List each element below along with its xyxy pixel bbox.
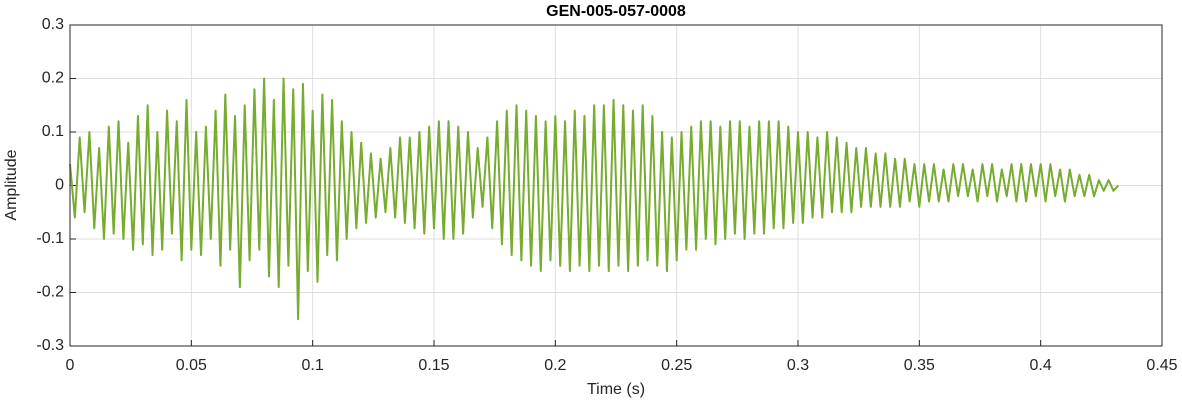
y-tick-label: -0.2 bbox=[36, 284, 64, 301]
x-tick-label: 0.2 bbox=[544, 357, 566, 374]
x-tick-label: 0.35 bbox=[904, 357, 935, 374]
y-tick-label: 0 bbox=[55, 177, 64, 194]
y-axis-label: Amplitude bbox=[3, 149, 20, 220]
y-tick-label: 0.3 bbox=[42, 16, 64, 33]
y-tick-label: 0.2 bbox=[42, 70, 64, 87]
x-tick-label: 0 bbox=[66, 357, 75, 374]
y-tick-label: -0.3 bbox=[36, 337, 64, 354]
x-tick-label: 0.45 bbox=[1146, 357, 1177, 374]
x-tick-label: 0.05 bbox=[176, 357, 207, 374]
y-tick-label: -0.1 bbox=[36, 230, 64, 247]
x-tick-label: 0.3 bbox=[787, 357, 809, 374]
y-tick-label: 0.1 bbox=[42, 123, 64, 140]
x-tick-label: 0.15 bbox=[418, 357, 449, 374]
x-axis-label: Time (s) bbox=[587, 381, 645, 398]
x-tick-label: 0.1 bbox=[302, 357, 324, 374]
x-tick-label: 0.25 bbox=[661, 357, 692, 374]
chart-title: GEN-005-057-0008 bbox=[546, 3, 686, 20]
axes-box bbox=[69, 24, 1163, 347]
waveform-line bbox=[69, 77, 1120, 321]
x-tick-label: 0.4 bbox=[1030, 357, 1052, 374]
